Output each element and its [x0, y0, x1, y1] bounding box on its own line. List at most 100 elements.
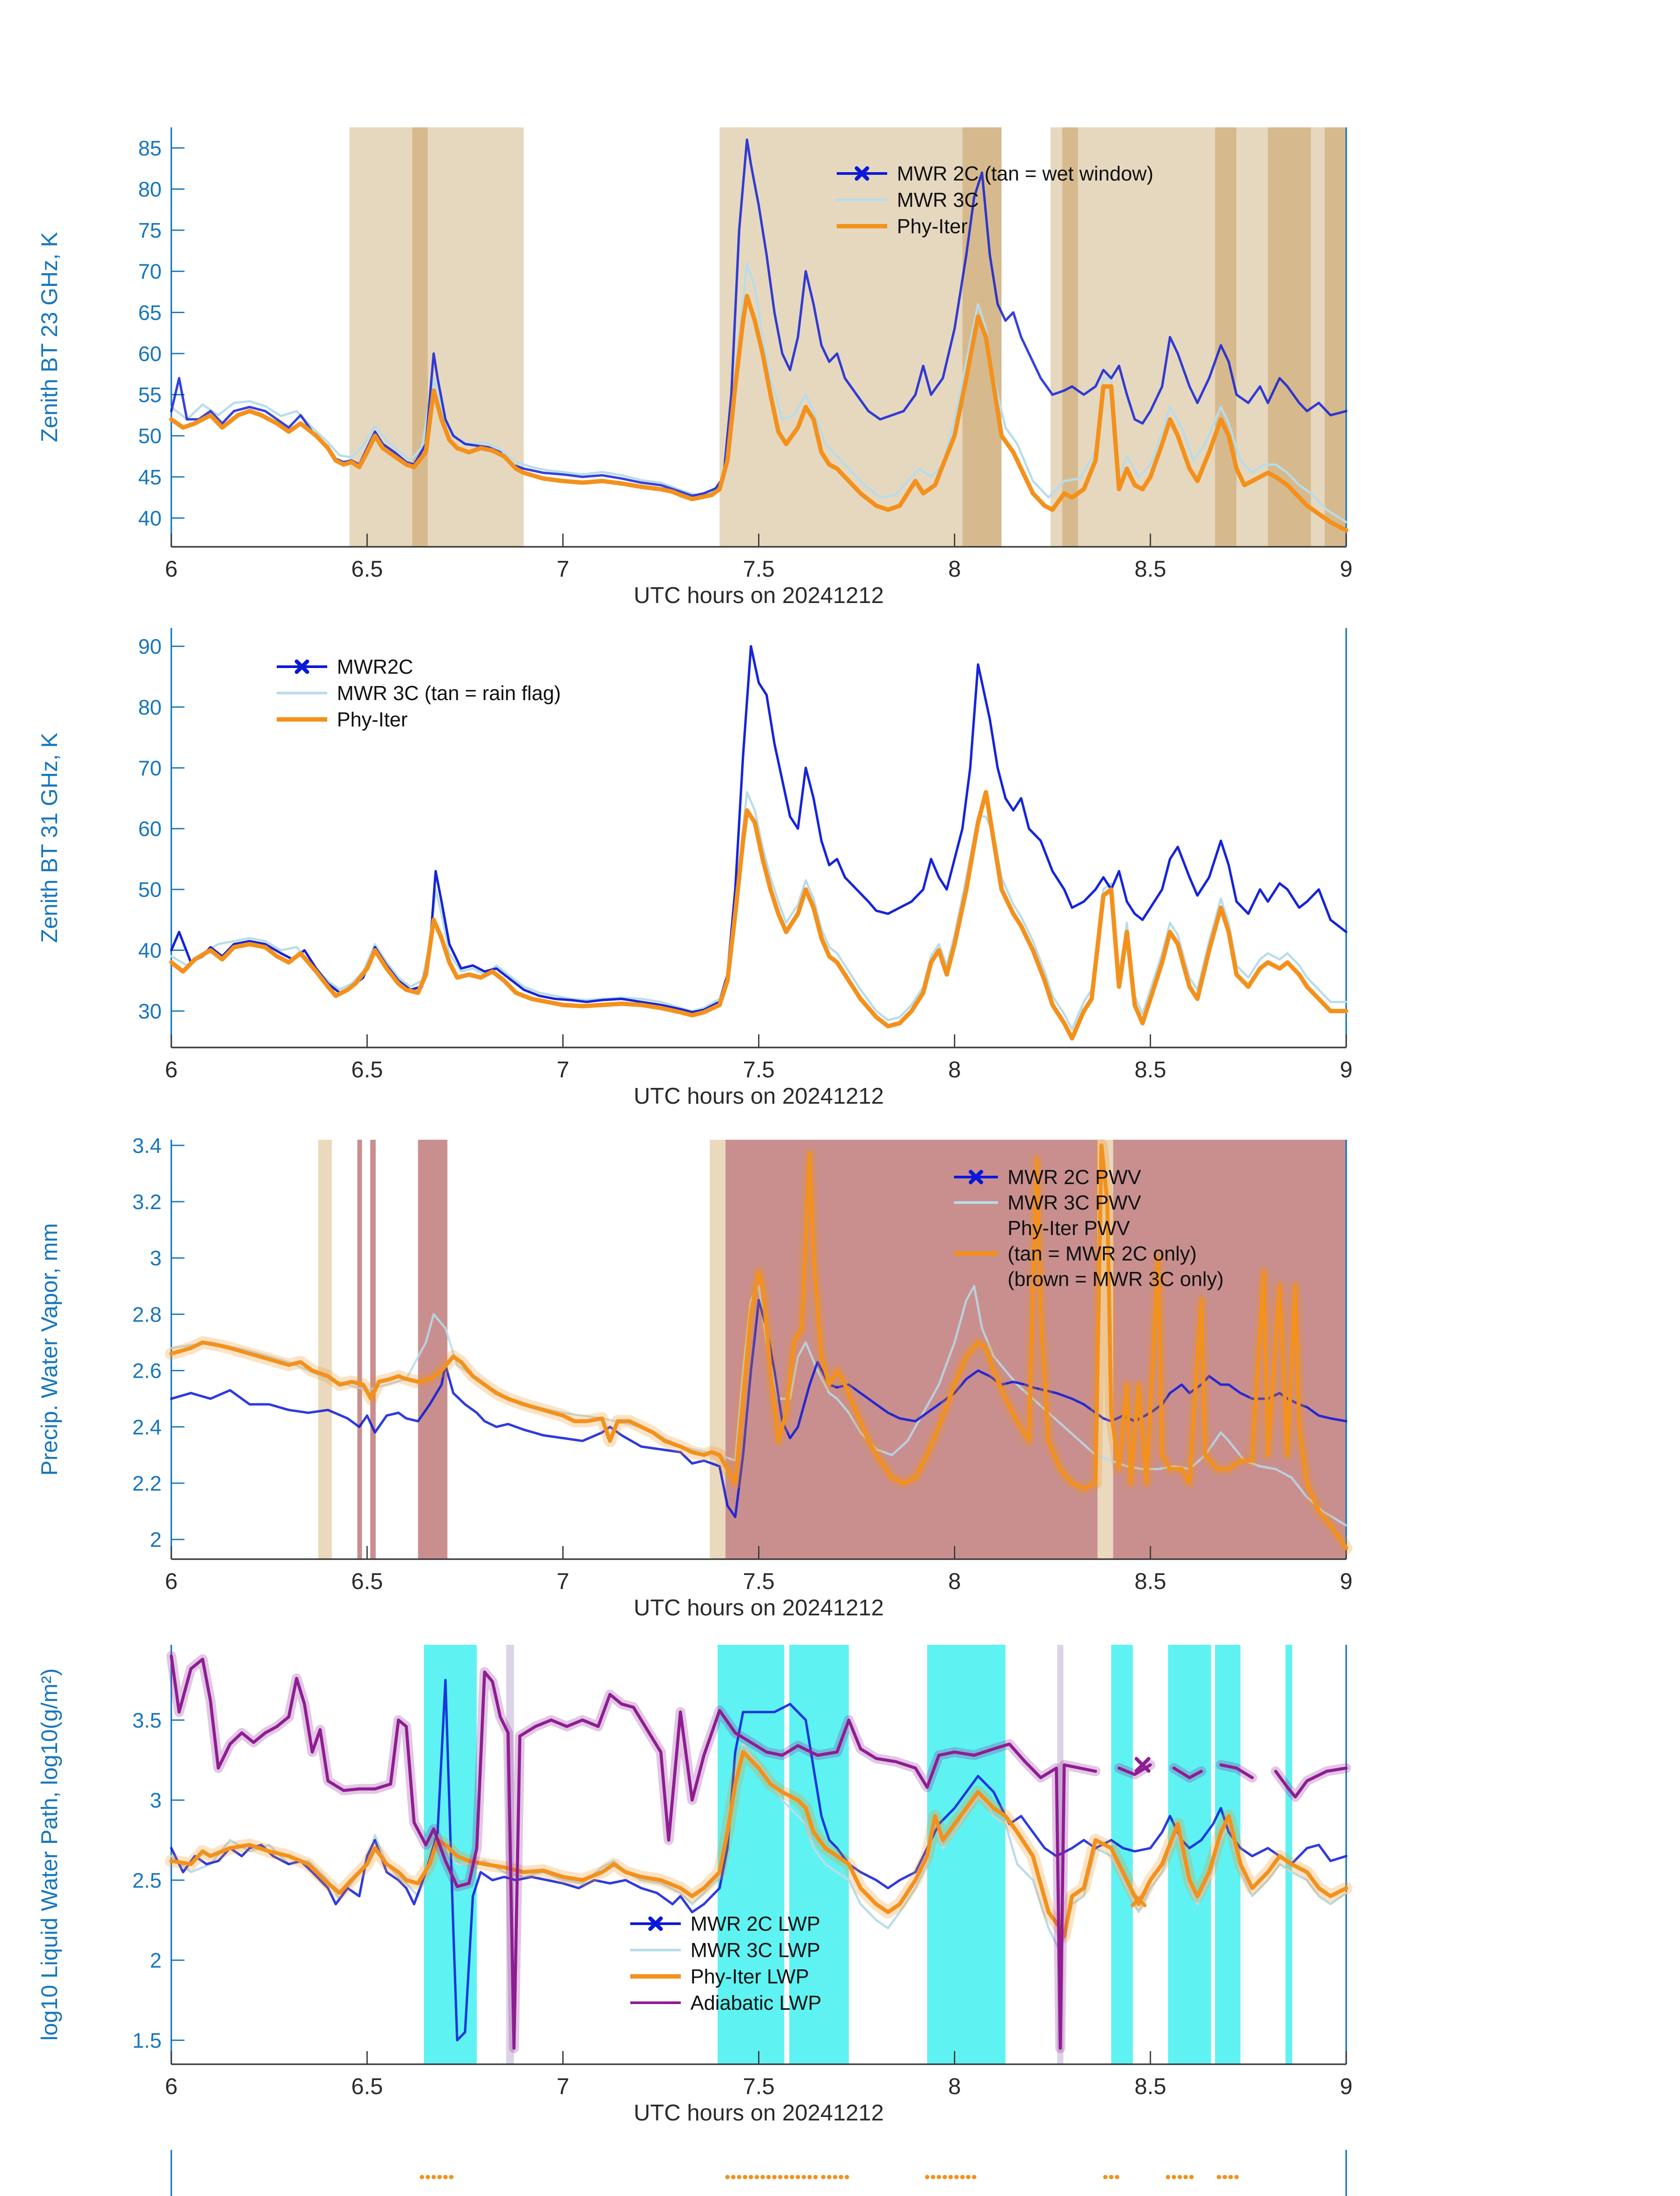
x-tick-label: 7 [556, 556, 569, 582]
y-tick-label: 3.2 [132, 1191, 162, 1214]
flag-dot [419, 2174, 424, 2179]
y-tick-label: 85 [138, 137, 162, 160]
y-tick-label: 50 [138, 878, 162, 902]
flag-dot [972, 2174, 976, 2179]
chart-pwv-svg: 2 2.2 2.4 2.6 2.8 3 3.2 3.4 6 6.5 7 7.5 8 8.5 9 Precip.… [37, 1134, 1353, 1616]
x-tick-label: 8.5 [1134, 1057, 1166, 1083]
legend-label: Phy-Iter PWV [1008, 1217, 1130, 1239]
shaded-band [357, 1140, 362, 1559]
x-tick-label: 6.5 [351, 556, 383, 582]
x-tick-label: 6 [165, 2074, 178, 2099]
x-tick-label: 6.5 [351, 2074, 383, 2099]
x-tick-label: 7.5 [743, 1569, 774, 1594]
flag-dot [760, 2174, 765, 2179]
flag-dot [833, 2174, 838, 2179]
flag-dot [1178, 2174, 1182, 2179]
flag-dot [731, 2174, 736, 2179]
chart-dqflag-svg: 024681066.577.588.59MWR Phy Iter DQ Flag… [170, 2150, 1347, 2196]
flag-dot [1234, 2174, 1239, 2179]
shaded-band [1324, 127, 1346, 547]
flag-dot [725, 2174, 730, 2179]
x-axis-label: UTC hours on 20241212 [634, 1595, 884, 1616]
flag-dot [790, 2174, 795, 2179]
flag-dot [802, 2174, 806, 2179]
panel-precip-water-vapor: 2 2.2 2.4 2.6 2.8 3 3.2 3.4 6 6.5 7 7.5 8 8.5 9 Precip.… [0, 1107, 1680, 1616]
y-tick-label: 3.4 [132, 1134, 162, 1158]
x-tick-label: 7.5 [743, 2074, 774, 2099]
y-tick-label: 2.2 [132, 1472, 162, 1495]
zenith-bt-23ghz-axes: 40 45 50 55 60 65 70 75 80 85 6 6.5 7 7.5 8 8.5 9 Zenith … [37, 127, 1352, 608]
shaded-band [370, 1140, 376, 1559]
flag-dot [1115, 2174, 1120, 2179]
series-phy-iter [169, 790, 1348, 1041]
chart-lwp-svg: 1.5 2 2.5 3 3.5 6 6.5 7 7.5 8 8.5 9 log10 Liquid Wat… [37, 1645, 1353, 2121]
flag-dot [431, 2174, 436, 2179]
precip-water-vapor-series [165, 1139, 1353, 1554]
x-axis-label: UTC hours on 20241212 [634, 1084, 884, 1107]
flag-dot [936, 2174, 941, 2179]
flag-dot [778, 2174, 783, 2179]
shaded-band [962, 127, 1002, 547]
zenith-bt-23ghz-legend: MWR 2C (tan = wet window) MWR 3C Phy-Iter [837, 162, 1153, 238]
y-tick-label: 30 [138, 1000, 162, 1023]
flag-dot [1228, 2174, 1233, 2179]
flag-dot [966, 2174, 971, 2179]
x-tick-label: 9 [1340, 1057, 1353, 1083]
y-tick-label: 80 [138, 696, 162, 719]
flag-dot [755, 2174, 759, 2179]
shaded-band [717, 1645, 784, 2064]
legend-label: MWR 3C PWV [1008, 1191, 1141, 1214]
panel-zenith-bt-31ghz: 30 40 50 60 70 80 90 6 6.5 7 7.5 8 8.5 9 Zenith BT 31 … [0, 610, 1680, 1107]
y-tick-label: 80 [138, 178, 162, 201]
legend-label: MWR 2C (tan = wet window) [897, 162, 1153, 185]
legend-label: Phy-Iter [337, 708, 408, 731]
y-tick-label: 50 [138, 425, 162, 448]
series-mwr-2c-pwv [170, 1299, 1348, 1518]
flag-dot [1217, 2174, 1221, 2179]
zenith-bt-31ghz-axes: 30 40 50 60 70 80 90 6 6.5 7 7.5 8 8.5 9 Zenith BT 31 … [37, 628, 1352, 1107]
shaded-band [1285, 1645, 1292, 2064]
y-tick-label: 2.6 [132, 1360, 162, 1383]
flag-dot [795, 2174, 800, 2179]
x-tick-label: 9 [1340, 556, 1353, 582]
y-tick-label: 3 [150, 1247, 162, 1270]
flag-dot [437, 2174, 442, 2179]
x-tick-label: 6.5 [351, 1057, 383, 1083]
x-tick-label: 7.5 [743, 556, 774, 582]
zenith-bt-23ghz-bands [349, 127, 1346, 547]
legend-label: (tan = MWR 2C only) [1008, 1242, 1197, 1265]
x-tick-label: 7.5 [743, 1057, 774, 1083]
shaded-band [927, 1645, 1006, 2064]
flag-dot [813, 2174, 818, 2179]
x-tick-label: 8 [948, 1569, 961, 1594]
shaded-band [1215, 127, 1237, 547]
series-mwr-3c [170, 262, 1348, 524]
flag-dot [1189, 2174, 1194, 2179]
flag-dot [925, 2174, 929, 2179]
x-tick-label: 6 [165, 556, 178, 582]
flag-dot [1222, 2174, 1227, 2179]
y-tick-label: 2 [150, 1949, 162, 1972]
zenith-bt-23ghz-series [169, 138, 1348, 533]
x-tick-label: 6.5 [351, 1569, 383, 1594]
flag-dot [737, 2174, 741, 2179]
y-tick-label: 3.5 [132, 1709, 162, 1732]
y-tick-label: 45 [138, 466, 162, 489]
x-tick-label: 8 [948, 2074, 961, 2099]
mwr-phy-iter-dq-flag-axes: 024681066.577.588.59MWR Phy Iter DQ Flag… [170, 2150, 1347, 2196]
y-axis-label: log10 Liquid Water Path, log10(g/m²) [37, 1669, 62, 2041]
chart-bt23-svg: 40 45 50 55 60 65 70 75 80 85 6 6.5 7 7.5 8 8.5 9 Zenith … [37, 127, 1352, 608]
legend-label: MWR 2C LWP [690, 1912, 820, 1935]
flag-dot [954, 2174, 959, 2179]
flag-dot [1109, 2174, 1113, 2179]
y-tick-label: 40 [138, 507, 162, 530]
flag-dot [426, 2174, 430, 2179]
series-adiabatic-lwp [170, 1654, 1348, 2050]
flag-dot [772, 2174, 777, 2179]
log10-liquid-water-path-series [165, 1651, 1353, 2053]
y-tick-label: 2.4 [132, 1416, 162, 1439]
precip-water-vapor-axes: 2 2.2 2.4 2.6 2.8 3 3.2 3.4 6 6.5 7 7.5 8 8.5 9 Precip.… [37, 1134, 1352, 1616]
shaded-band [1268, 127, 1311, 547]
y-tick-label: 40 [138, 939, 162, 963]
y-axis-label: Zenith BT 31 GHz, K [37, 733, 62, 943]
